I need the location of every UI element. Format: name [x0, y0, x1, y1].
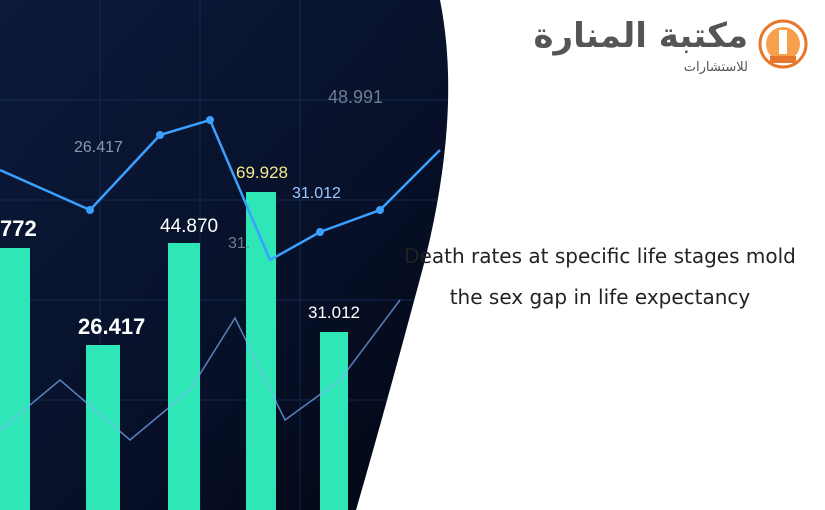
- photo-label: 26.417: [74, 139, 123, 156]
- logo-tagline: للاستشارات: [683, 60, 748, 75]
- photo-label: 31.: [228, 235, 250, 252]
- photo-label: 26.417: [78, 314, 145, 339]
- stock-photo: 772 26.417 44.870 69.928 31.012 31.012 2…: [0, 0, 449, 510]
- page-title: Death rates at specific life stages mold…: [404, 244, 796, 309]
- photo-label: 31.012: [292, 185, 341, 202]
- photo-label: 48.991: [328, 87, 383, 107]
- photo-label: 31.012: [308, 303, 360, 322]
- logo-name: مكتبة المنارة: [533, 16, 748, 56]
- logo: مكتبة المنارة للاستشارات: [533, 12, 810, 82]
- logo-emblem: [758, 19, 808, 69]
- photo-label: 44.870: [160, 216, 218, 237]
- photo-label: 772: [0, 216, 37, 241]
- photo-label: 69.928: [236, 163, 288, 182]
